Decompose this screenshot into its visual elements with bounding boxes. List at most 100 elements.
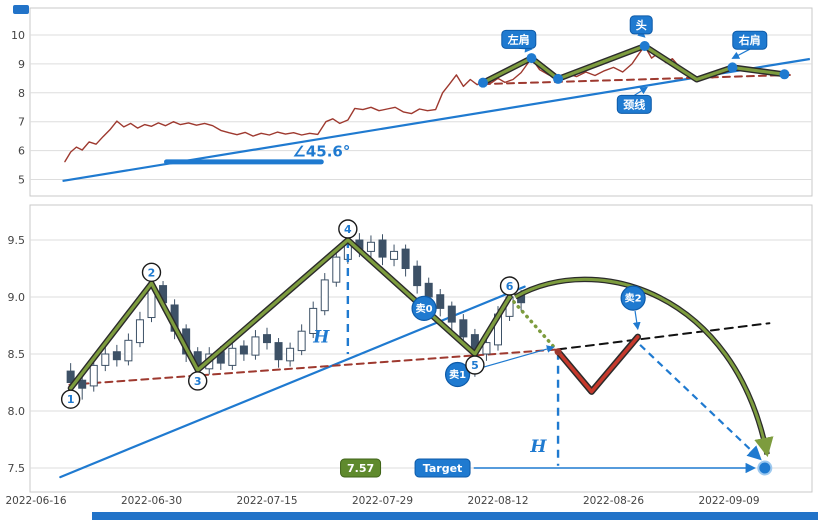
candle-body xyxy=(135,319,144,344)
pointer-arrow xyxy=(637,29,646,38)
point-number: 1 xyxy=(67,393,75,406)
candle-body xyxy=(239,345,248,355)
point-number: 2 xyxy=(148,266,156,279)
sell-badge-label: 卖0 xyxy=(416,302,433,315)
neckline-extension xyxy=(557,322,771,351)
candle-body xyxy=(66,370,75,384)
annotation-badge xyxy=(616,94,652,114)
point-number: 6 xyxy=(506,280,514,293)
candle-body xyxy=(390,250,399,260)
zigzag-line xyxy=(69,238,512,390)
x-tick-label: 2022-07-29 xyxy=(352,495,413,507)
breakdown-dot xyxy=(554,348,562,356)
point-number-circle xyxy=(60,389,81,409)
candle-body xyxy=(424,282,433,298)
badge-label: 7.57 xyxy=(347,462,374,475)
target-projection-arrow xyxy=(639,344,762,461)
y-tick-label: 8 xyxy=(18,87,25,100)
point-number-circle xyxy=(465,355,485,375)
y-tick-label: 9 xyxy=(18,58,25,71)
y-tick-label: 6 xyxy=(18,145,25,158)
candle-body xyxy=(78,379,87,389)
app-logo-icon xyxy=(13,5,29,14)
x-tick-label: 2022-07-15 xyxy=(236,495,297,507)
point-number: 5 xyxy=(471,359,479,372)
point-number-circle xyxy=(338,219,358,239)
point-number-circle xyxy=(499,276,520,296)
pattern-dot xyxy=(477,77,488,88)
candle-body xyxy=(124,339,133,362)
y-tick-label: 8.0 xyxy=(8,405,26,418)
pattern-dot xyxy=(553,73,564,84)
y-tick-label: 5 xyxy=(18,174,25,187)
pointer-arrow xyxy=(731,48,751,59)
candle-body xyxy=(286,347,295,362)
sell-badge xyxy=(620,285,646,311)
candle-body xyxy=(263,334,271,344)
h-measure-label: H xyxy=(312,328,330,348)
pattern-dot xyxy=(727,62,738,73)
x-tick-label: 2022-06-30 xyxy=(121,495,182,507)
badge-label: 右肩 xyxy=(738,33,761,47)
candle-body xyxy=(274,342,283,361)
projection-zigzag xyxy=(556,335,640,394)
annotation-badge xyxy=(340,458,382,478)
x-tick-label: 2022-08-26 xyxy=(583,495,644,507)
target-dot xyxy=(757,460,773,476)
candle-body xyxy=(320,279,329,312)
breakdown-dotted-line xyxy=(507,295,560,354)
candle-body xyxy=(482,342,491,355)
badge-label: Target xyxy=(423,462,463,475)
pattern-dot xyxy=(779,69,790,80)
y-tick-label: 9.5 xyxy=(8,234,26,247)
x-tick-label: 2022-08-12 xyxy=(467,495,528,507)
annotation-badge xyxy=(414,458,471,478)
badge-label: 颈线 xyxy=(623,97,645,111)
candle-body xyxy=(309,307,318,334)
candle-body xyxy=(366,241,375,252)
badge-label: 左肩 xyxy=(507,32,530,46)
candle-body xyxy=(436,294,445,309)
annotation-badge xyxy=(732,30,768,50)
video-progress-bar[interactable] xyxy=(92,512,818,520)
pointer-arrow xyxy=(632,310,641,331)
candle-body xyxy=(101,353,110,366)
annotation-badge xyxy=(501,29,537,49)
drop-curve-arrow xyxy=(514,277,774,458)
point-number: 4 xyxy=(344,223,352,236)
candle-body xyxy=(228,347,237,366)
y-tick-label: 7 xyxy=(18,116,25,129)
candle-body xyxy=(251,336,260,356)
point-number-circle xyxy=(141,262,162,283)
sell-badge-label: 卖2 xyxy=(625,292,642,305)
annotation-badge xyxy=(629,15,653,35)
x-tick-label: 2022-06-16 xyxy=(5,495,66,507)
angle-label: ∠45.6° xyxy=(292,142,350,160)
x-tick-label: 2022-09-09 xyxy=(698,495,759,507)
point-number: 3 xyxy=(194,375,202,388)
pattern-dot xyxy=(639,40,650,51)
candle-body xyxy=(378,239,387,258)
y-tick-label: 8.5 xyxy=(8,348,26,361)
y-tick-label: 7.5 xyxy=(8,462,26,475)
sell-badge xyxy=(411,295,437,321)
y-tick-label: 10 xyxy=(11,29,25,42)
candle-body xyxy=(89,364,98,387)
candle-body xyxy=(413,265,422,287)
sell-badge-label: 卖1 xyxy=(449,368,466,381)
point-number-circle xyxy=(187,371,208,391)
y-tick-label: 9.0 xyxy=(8,291,26,304)
candle-body xyxy=(112,351,121,361)
panel-border xyxy=(29,204,813,493)
neckline-top xyxy=(482,73,794,86)
candle-body xyxy=(447,305,456,323)
sell-badge xyxy=(444,361,471,388)
h-measure-label: H xyxy=(529,437,547,457)
candle-body xyxy=(459,319,468,338)
pattern-dot xyxy=(526,53,537,64)
pointer-arrow xyxy=(633,86,648,96)
uptrend-line-bottom xyxy=(59,285,526,479)
candle-body xyxy=(332,256,341,283)
badge-label: 头 xyxy=(636,18,647,32)
